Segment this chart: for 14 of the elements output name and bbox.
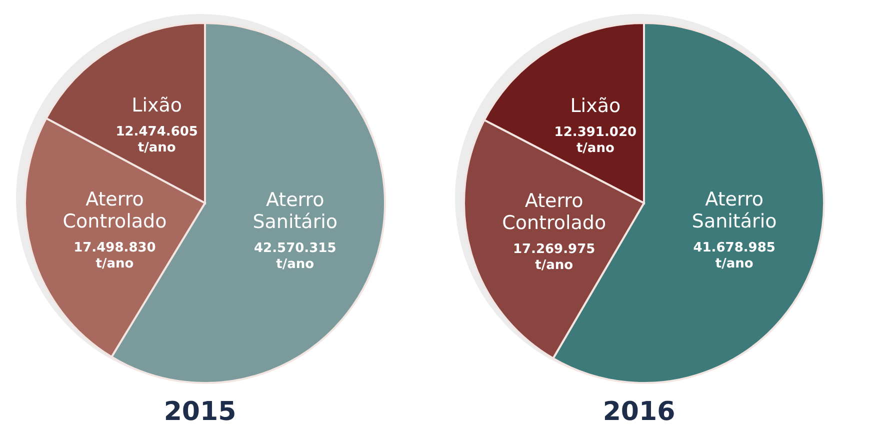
text: 2015 [164, 397, 236, 427]
data-label: 41.678.985 t/ano [693, 240, 776, 272]
data-label: 17.269.975 t/ano [512, 242, 596, 273]
data-label: 12.474.605 t/ano [116, 124, 198, 156]
slice-label: Aterro Sanitário [252, 189, 338, 234]
slice-label: Aterro Sanitário [692, 188, 777, 232]
slice-label: Aterro Controlado [62, 188, 167, 233]
slice-label: Lixão [570, 94, 621, 117]
data-label: 42.570.315 t/ano [254, 241, 336, 272]
data-label: 17.498.830 t/ano [74, 240, 156, 272]
data-label: 12.391.020 t/ano [554, 124, 637, 156]
text: 2016 [602, 397, 676, 427]
slice-label: Aterro Controlado [502, 190, 606, 234]
slice-label: Lixão [132, 94, 182, 117]
